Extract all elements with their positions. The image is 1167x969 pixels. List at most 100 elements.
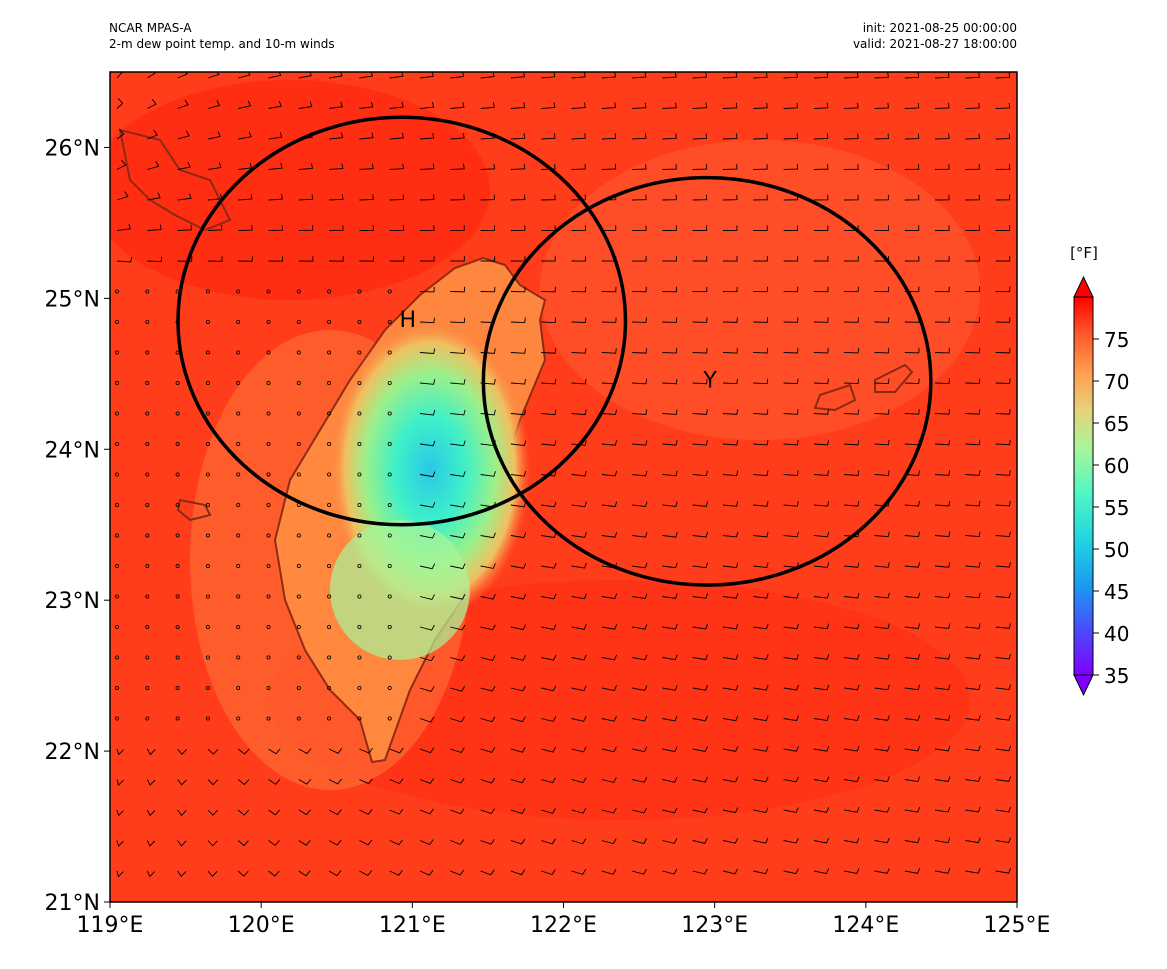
wind-barb	[480, 194, 496, 201]
wind-barb	[419, 194, 435, 201]
wind-barb	[450, 132, 465, 140]
wind-barb	[692, 868, 708, 875]
lon-tick-label: 122°E	[530, 913, 597, 938]
wind-barb	[632, 440, 648, 446]
wind-barb	[783, 225, 799, 231]
wind-barb	[146, 748, 156, 756]
calm-wind-marker	[145, 319, 150, 324]
wind-barb	[601, 869, 617, 875]
wind-barb	[207, 256, 223, 262]
wind-barb	[510, 655, 526, 661]
wind-barb	[965, 164, 980, 170]
wind-barb	[662, 746, 678, 753]
wind-barb	[601, 409, 617, 416]
wind-barb	[632, 409, 648, 415]
figure-header-left: NCAR MPAS-A 2-m dew point temp. and 10-m…	[109, 20, 335, 52]
calm-wind-marker	[175, 625, 180, 630]
wind-barb	[571, 378, 587, 385]
wind-barb	[116, 191, 129, 201]
wind-barb	[601, 440, 617, 446]
wind-barb	[783, 623, 799, 630]
calm-wind-marker	[296, 686, 301, 691]
calm-wind-marker	[296, 655, 301, 660]
wind-barb	[904, 194, 920, 201]
wind-barb	[571, 470, 587, 477]
wind-barb	[722, 133, 738, 140]
wind-barb	[268, 840, 280, 847]
wind-barb	[844, 715, 860, 721]
wind-barb	[601, 225, 617, 231]
calm-wind-marker	[296, 411, 301, 416]
wind-barb	[359, 225, 374, 231]
wind-barb	[935, 378, 950, 384]
wind-barb	[722, 562, 739, 569]
figure-header-right: init: 2021-08-25 00:00:00 valid: 2021-08…	[700, 20, 1017, 52]
wind-barb	[692, 562, 708, 569]
wind-barb	[632, 378, 648, 385]
wind-barb	[662, 348, 678, 354]
wind-barb	[601, 624, 618, 630]
wind-barb	[995, 562, 1011, 568]
calm-wind-marker	[145, 350, 150, 355]
wind-barb	[268, 194, 283, 201]
wind-barb	[662, 317, 678, 323]
wind-barb	[480, 808, 495, 815]
calm-wind-marker	[175, 594, 180, 599]
wind-barb	[783, 256, 799, 262]
wind-barb	[995, 378, 1011, 384]
calm-wind-marker	[357, 380, 362, 385]
wind-barb	[541, 409, 557, 416]
wind-barb	[389, 163, 405, 170]
wind-barb	[965, 592, 981, 599]
wind-barb	[541, 163, 556, 170]
wind-barb	[813, 654, 830, 660]
wind-barb	[510, 409, 527, 416]
wind-barb	[419, 409, 436, 416]
wind-barb	[571, 501, 587, 508]
lon-tick-label: 123°E	[681, 913, 748, 938]
wind-barb	[935, 347, 950, 354]
wind-barb	[541, 624, 557, 630]
wind-barb	[510, 624, 527, 631]
wind-barb	[783, 470, 799, 477]
calm-wind-marker	[266, 441, 271, 446]
wind-barb	[601, 532, 618, 538]
calm-wind-marker	[327, 319, 332, 324]
wind-barb	[359, 256, 374, 262]
wind-barb	[935, 531, 951, 538]
wind-barb	[571, 409, 587, 416]
wind-barb	[965, 837, 981, 844]
wind-barb	[389, 101, 404, 109]
wind-barb	[268, 256, 284, 262]
wind-barb	[935, 776, 951, 782]
wind-barb	[541, 440, 557, 446]
wind-barb	[298, 194, 314, 201]
wind-barb	[571, 286, 587, 293]
wind-barb	[632, 194, 647, 201]
wind-barb	[692, 776, 708, 783]
wind-barb	[601, 286, 617, 293]
wind-barb	[510, 163, 526, 170]
wind-barb	[692, 256, 708, 262]
wind-barb	[389, 72, 404, 79]
wind-barb	[510, 532, 527, 539]
wind-barb	[116, 128, 125, 140]
wind-barb	[359, 132, 374, 140]
wind-barb	[844, 684, 860, 691]
wind-barb	[571, 807, 587, 814]
calm-wind-marker	[205, 441, 210, 446]
calm-wind-marker	[205, 655, 210, 660]
wind-barb	[662, 715, 678, 722]
wind-barb	[722, 868, 739, 875]
wind-barb	[329, 256, 344, 262]
wind-barb	[601, 654, 618, 661]
calm-wind-marker	[387, 533, 392, 538]
wind-barb	[874, 102, 889, 109]
wind-barb	[541, 808, 556, 814]
calm-wind-marker	[387, 564, 392, 569]
wind-barb	[753, 776, 769, 783]
wind-barb	[541, 133, 556, 140]
wind-barb	[874, 562, 890, 568]
wind-barb	[935, 439, 951, 446]
wind-barb	[783, 776, 799, 783]
